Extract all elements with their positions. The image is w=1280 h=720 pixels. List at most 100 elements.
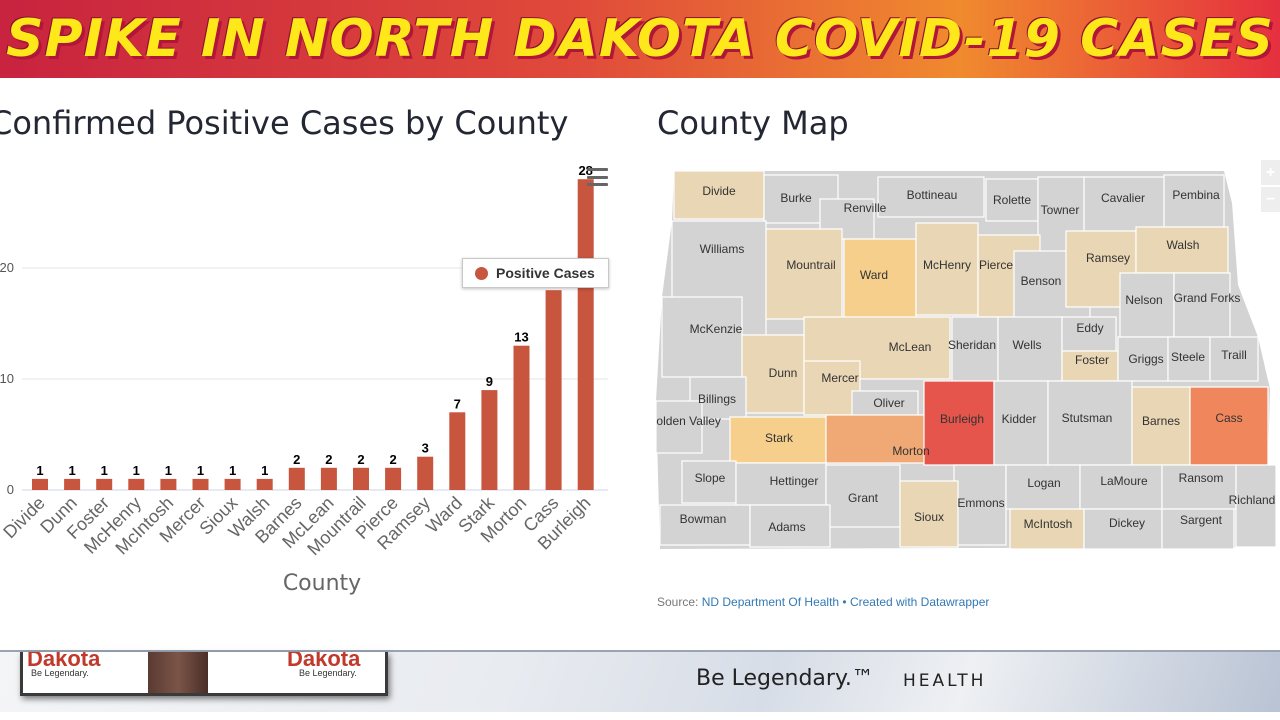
data-label: 2	[325, 452, 332, 467]
county-shape[interactable]	[899, 480, 959, 548]
county-shape[interactable]	[1005, 464, 1081, 510]
county-shape[interactable]	[1173, 272, 1231, 338]
bar[interactable]	[513, 345, 530, 490]
bar[interactable]	[128, 478, 145, 490]
county-label: Griggs	[1128, 352, 1163, 366]
bar[interactable]	[192, 478, 209, 490]
county-shape[interactable]	[1047, 380, 1133, 466]
inset-logo-right: Dakota	[287, 652, 361, 671]
bar[interactable]	[288, 467, 305, 490]
county-shape[interactable]	[749, 504, 831, 548]
bar[interactable]	[385, 467, 402, 490]
bar[interactable]	[160, 478, 177, 490]
county-label: Foster	[1075, 353, 1109, 367]
county-shape[interactable]	[1135, 226, 1229, 274]
bar[interactable]	[353, 467, 369, 490]
county-label: Grant	[848, 491, 879, 505]
bar[interactable]	[449, 412, 466, 490]
map-zoom-controls: + −	[1261, 160, 1280, 212]
county-label: Steele	[1171, 350, 1205, 364]
county-label: Oliver	[873, 396, 904, 410]
data-label: 1	[197, 463, 204, 478]
bar[interactable]	[32, 478, 48, 490]
chart-menu-icon[interactable]	[587, 168, 608, 186]
bar[interactable]	[320, 467, 337, 490]
county-label: Nelson	[1125, 293, 1162, 307]
county-label: Pierce	[979, 258, 1013, 272]
county-label: Sioux	[914, 510, 944, 524]
source-separator: •	[839, 595, 850, 609]
inset-tagline-right: Be Legendary.	[299, 668, 357, 678]
county-shape[interactable]	[923, 380, 995, 466]
county-label: Barnes	[1142, 414, 1180, 428]
chart-legend[interactable]: Positive Cases	[462, 258, 609, 288]
inset-tagline-left: Be Legendary.	[31, 668, 89, 678]
county-label: Billings	[698, 392, 736, 406]
bar[interactable]	[256, 478, 273, 490]
inset-person	[148, 652, 208, 693]
county-label: Traill	[1221, 348, 1247, 362]
county-shape[interactable]	[803, 360, 861, 416]
bar[interactable]	[224, 478, 241, 490]
footer-inset-video: Dakota Be Legendary. Dakota Be Legendary…	[20, 652, 388, 696]
county-shape[interactable]	[1119, 272, 1175, 338]
data-label: 1	[36, 463, 43, 478]
county-shape[interactable]	[1083, 508, 1163, 550]
county-shape[interactable]	[825, 464, 901, 528]
data-label: 2	[389, 452, 396, 467]
bar[interactable]	[64, 478, 81, 490]
data-label: 1	[165, 463, 172, 478]
county-shape[interactable]	[1167, 336, 1211, 382]
county-label: Mercer	[821, 371, 858, 385]
county-shape[interactable]	[1079, 464, 1163, 510]
county-label: Dickey	[1109, 516, 1145, 530]
data-label: 28	[578, 163, 592, 178]
y-tick-label: 0	[7, 482, 14, 497]
county-shape[interactable]	[1189, 386, 1269, 466]
bar[interactable]	[481, 390, 498, 490]
county-shape[interactable]	[1061, 350, 1119, 382]
county-shape[interactable]	[661, 296, 743, 378]
county-shape[interactable]	[741, 334, 805, 414]
data-label: 7	[454, 396, 461, 411]
bar[interactable]	[545, 290, 562, 490]
inset-logo-left: Dakota	[27, 652, 101, 671]
bar[interactable]	[96, 478, 113, 490]
county-shape[interactable]	[656, 400, 703, 454]
county-label: Cavalier	[1101, 191, 1145, 205]
created-with-link[interactable]: Created with Datawrapper	[849, 595, 990, 609]
footer-slogan: Be Legendary.™	[696, 666, 874, 691]
county-shape[interactable]	[985, 178, 1039, 222]
x-tick-label: Ward	[422, 493, 466, 537]
data-label: 9	[486, 374, 493, 389]
county-shape[interactable]	[1235, 464, 1277, 548]
county-shape[interactable]	[915, 222, 979, 316]
county-label: Burleigh	[940, 412, 984, 426]
county-shape[interactable]	[673, 170, 765, 220]
county-shape[interactable]	[825, 414, 927, 464]
county-shape[interactable]	[993, 380, 1049, 466]
zoom-in-button[interactable]: +	[1261, 160, 1280, 185]
county-shape[interactable]	[877, 176, 985, 218]
county-shape[interactable]	[735, 462, 827, 506]
bar[interactable]	[417, 456, 434, 490]
county-label: Stutsman	[1062, 411, 1113, 425]
county-shape[interactable]	[953, 464, 1007, 546]
county-label: Stark	[765, 431, 794, 445]
county-shape[interactable]	[729, 416, 827, 464]
county-label: Grand Forks	[1174, 291, 1241, 305]
zoom-out-button[interactable]: −	[1261, 187, 1280, 212]
county-shape[interactable]	[951, 316, 999, 382]
county-shape[interactable]	[765, 228, 843, 320]
county-shape[interactable]	[1131, 386, 1191, 466]
county-shape[interactable]	[1209, 336, 1259, 382]
county-shape[interactable]	[997, 316, 1063, 382]
bar[interactable]	[577, 179, 594, 490]
county-shape[interactable]	[1117, 336, 1169, 382]
data-label: 2	[357, 452, 364, 467]
county-label: Pembina	[1172, 188, 1220, 202]
county-shape[interactable]	[1161, 464, 1237, 510]
county-shape[interactable]	[1061, 316, 1117, 358]
county-shape[interactable]	[1161, 508, 1235, 550]
source-link[interactable]: ND Department Of Health	[701, 595, 840, 609]
